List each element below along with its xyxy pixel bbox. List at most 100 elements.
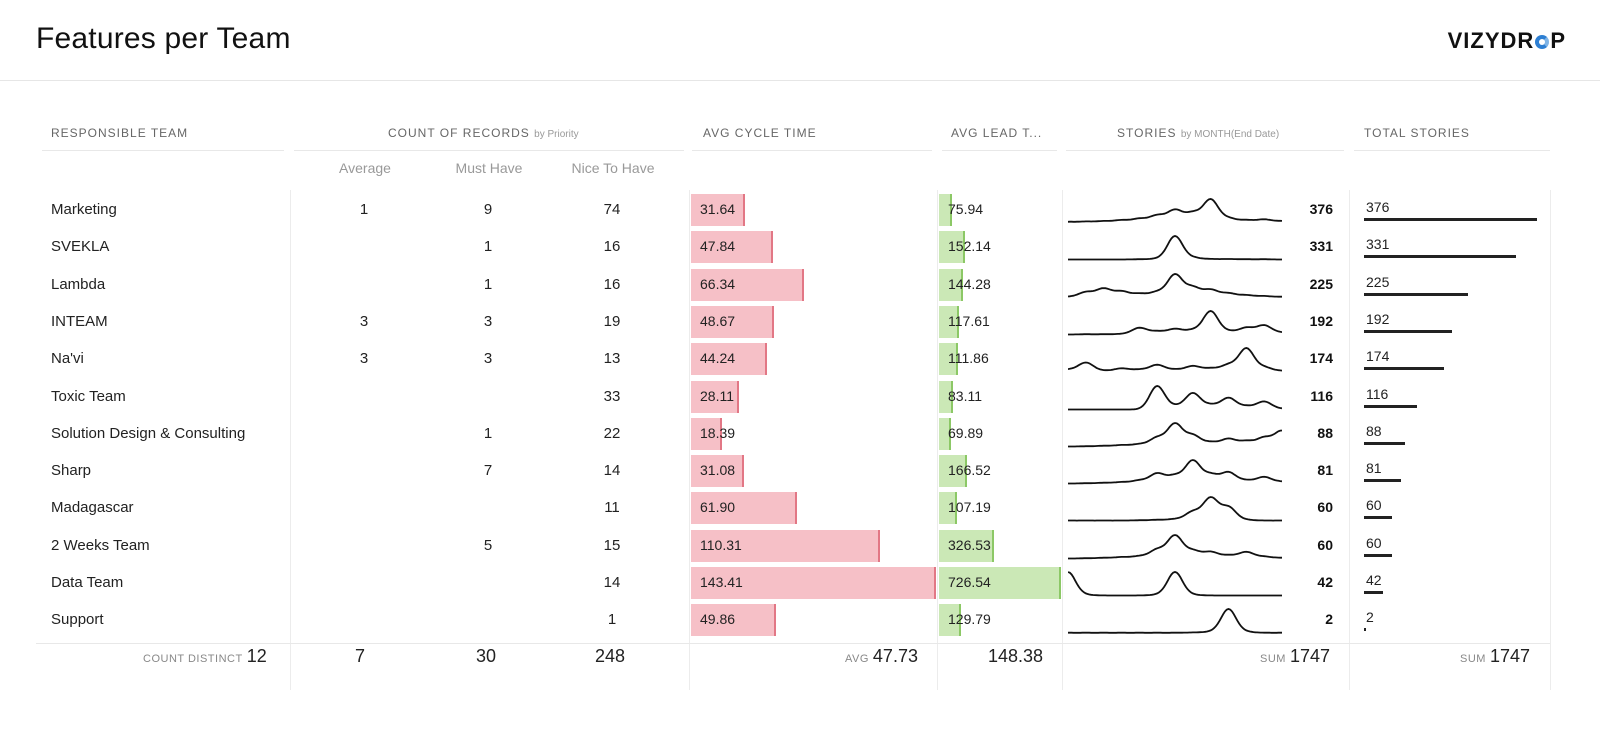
stories-sparkline[interactable] xyxy=(1068,195,1282,225)
stories-sparkline[interactable] xyxy=(1068,568,1282,598)
cycle-time-bar[interactable] xyxy=(691,380,739,413)
lead-time-bar[interactable] xyxy=(939,492,957,525)
cycle-time-bar[interactable] xyxy=(691,305,775,338)
stories-sparkline[interactable] xyxy=(1068,232,1282,262)
row-team-name[interactable]: Support xyxy=(51,611,104,629)
lead-time-bar[interactable] xyxy=(939,268,964,301)
stories-sparkline[interactable] xyxy=(1068,419,1282,449)
row-team-name[interactable]: Na'vi xyxy=(51,350,84,368)
lead-time-value: 144.28 xyxy=(948,275,991,292)
lead-time-bar[interactable] xyxy=(939,194,952,226)
row-stories-value: 376 xyxy=(1309,201,1333,217)
cycle-time-bar[interactable] xyxy=(691,455,745,488)
row-nice-to-have: 16 xyxy=(603,238,621,256)
logo-suffix: P xyxy=(1550,28,1566,53)
total-stories-bar[interactable] xyxy=(1364,441,1405,445)
cycle-time-bar[interactable] xyxy=(691,268,805,301)
header-total[interactable]: TOTAL STORIES xyxy=(1364,126,1470,140)
cycle-time-bar[interactable] xyxy=(691,529,880,562)
cycle-time-bar[interactable] xyxy=(691,231,773,264)
stories-sparkline[interactable] xyxy=(1068,344,1282,374)
lead-time-bar[interactable] xyxy=(939,231,965,264)
lead-time-bar[interactable] xyxy=(939,417,951,450)
total-stories-bar[interactable] xyxy=(1364,404,1418,408)
lead-time-bar[interactable] xyxy=(939,604,961,637)
row-team-name[interactable]: Sharp xyxy=(51,462,92,480)
stories-sparkline[interactable] xyxy=(1068,456,1282,486)
row-total-value: 116 xyxy=(1366,385,1389,402)
cycle-time-bar[interactable] xyxy=(691,417,723,450)
row-team-name[interactable]: Lambda xyxy=(51,275,106,293)
lead-time-bar[interactable] xyxy=(939,380,953,413)
logo-prefix: VIZYDR xyxy=(1447,28,1535,53)
cycle-time-value: 110.31 xyxy=(700,536,742,553)
cycle-time-value: 31.08 xyxy=(700,462,736,479)
stories-sparkline[interactable] xyxy=(1068,605,1282,635)
cycle-time-bar[interactable] xyxy=(691,194,746,226)
row-team-name[interactable]: Toxic Team xyxy=(51,387,126,405)
total-stories-bar[interactable] xyxy=(1364,591,1384,594)
row-must-have: 7 xyxy=(483,462,493,480)
total-stories-bar[interactable] xyxy=(1364,329,1453,333)
lead-time-bar[interactable] xyxy=(939,455,967,488)
total-stories-bar[interactable] xyxy=(1364,479,1402,483)
total-stories-bar[interactable] xyxy=(1364,255,1517,259)
sparkline-path xyxy=(1068,571,1282,597)
stories-sparkline[interactable] xyxy=(1068,270,1282,300)
subheader-average[interactable]: Average xyxy=(339,160,391,176)
stories-sparkline[interactable] xyxy=(1068,493,1282,523)
row-total-value: 88 xyxy=(1366,422,1382,439)
header-team[interactable]: RESPONSIBLE TEAM xyxy=(51,126,189,140)
cycle-time-bar[interactable] xyxy=(691,343,767,376)
row-team-name[interactable]: Madagascar xyxy=(51,499,134,517)
row-must-have: 1 xyxy=(483,275,493,293)
stories-sparkline[interactable] xyxy=(1068,531,1282,561)
row-must-have: 5 xyxy=(483,536,493,554)
row-team-name[interactable]: INTEAM xyxy=(51,312,108,330)
header-stories[interactable]: STORIES by MONTH(End Date) xyxy=(1117,126,1279,140)
vizydrop-logo[interactable]: VIZYDR P xyxy=(1448,28,1566,54)
header-count[interactable]: COUNT OF RECORDS by Priority xyxy=(388,126,579,140)
row-team-name[interactable]: Data Team xyxy=(51,574,124,591)
lead-time-value: 129.79 xyxy=(948,611,991,628)
total-stories-bar[interactable] xyxy=(1364,516,1392,520)
header-cycle[interactable]: AVG CYCLE TIME xyxy=(703,126,817,140)
stories-sparkline[interactable] xyxy=(1068,382,1282,412)
header-stories-sub: by MONTH(End Date) xyxy=(1180,129,1280,140)
lead-time-bar[interactable] xyxy=(939,343,958,376)
row-team-name[interactable]: Marketing xyxy=(51,201,117,218)
cycle-time-value: 49.86 xyxy=(700,611,736,628)
lead-time-bar[interactable] xyxy=(939,305,959,338)
lead-time-value: 166.52 xyxy=(948,462,991,479)
stories-sparkline[interactable] xyxy=(1068,307,1282,337)
row-team-name[interactable]: SVEKLA xyxy=(51,238,110,256)
row-total-value: 60 xyxy=(1366,497,1382,514)
sparkline-path xyxy=(1068,384,1282,410)
total-stories-bar[interactable] xyxy=(1364,292,1468,296)
sparkline-path xyxy=(1068,421,1282,448)
column-divider xyxy=(937,190,938,690)
header-stories-label: STORIES xyxy=(1117,126,1177,140)
footer-average: 7 xyxy=(355,646,366,666)
header-lead[interactable]: AVG LEAD T... xyxy=(951,126,1043,140)
total-stories-bar[interactable] xyxy=(1364,367,1445,371)
total-stories-bar[interactable] xyxy=(1364,553,1392,557)
sparkline-path xyxy=(1068,459,1282,485)
header-rule xyxy=(1066,150,1344,151)
header-count-label: COUNT OF RECORDS xyxy=(388,126,530,140)
lead-time-value: 152.14 xyxy=(948,238,991,255)
lead-time-bar[interactable] xyxy=(939,529,994,562)
sparkline-path xyxy=(1068,198,1282,223)
row-team-name[interactable]: 2 Weeks Team xyxy=(51,536,150,554)
total-stories-bar[interactable] xyxy=(1364,628,1366,632)
lead-time-value: 111.86 xyxy=(948,350,989,367)
cycle-time-bar[interactable] xyxy=(691,492,797,525)
lead-time-bar[interactable] xyxy=(939,567,1061,599)
total-stories-bar[interactable] xyxy=(1364,218,1537,221)
subheader-nice-to-have[interactable]: Nice To Have xyxy=(571,160,655,176)
cycle-time-bar[interactable] xyxy=(691,604,777,637)
row-must-have: 3 xyxy=(483,312,493,330)
cycle-time-bar[interactable] xyxy=(691,567,936,599)
row-team-name[interactable]: Solution Design & Consulting xyxy=(51,424,246,442)
subheader-must-have[interactable]: Must Have xyxy=(455,160,523,176)
